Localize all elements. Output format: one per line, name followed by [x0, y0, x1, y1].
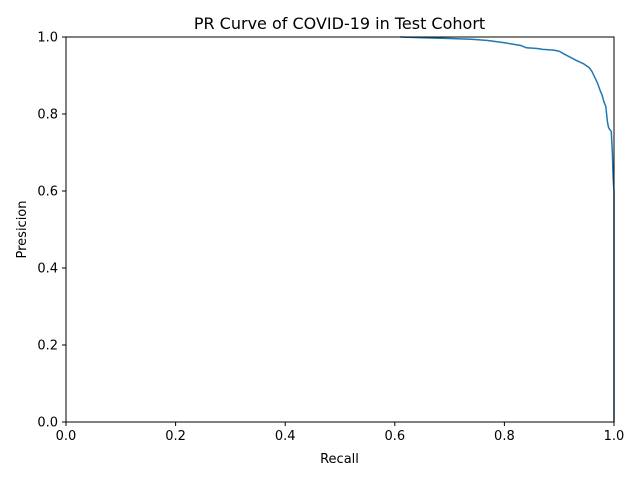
- x-tick-label: 0.4: [275, 429, 296, 444]
- x-tick-label: 1.0: [604, 429, 625, 444]
- x-axis-label: Recall: [320, 452, 359, 467]
- x-tick-label: 0.0: [56, 429, 77, 444]
- axes-frame: [65, 36, 615, 423]
- y-ticks: 0.0 0.2 0.4 0.6 0.8 1.0: [37, 31, 66, 431]
- y-axis-label: Presicion: [15, 200, 30, 258]
- y-tick-label: 0.0: [37, 416, 58, 431]
- chart-title: PR Curve of COVID-19 in Test Cohort: [194, 14, 485, 33]
- y-tick-label: 0.6: [37, 185, 58, 200]
- plot-area: [400, 36, 615, 422]
- pr-curve-line-0: [400, 36, 615, 422]
- y-tick-label: 0.4: [37, 262, 58, 277]
- y-tick-label: 0.2: [37, 339, 58, 354]
- x-tick-label: 0.2: [165, 429, 186, 444]
- y-tick-label: 1.0: [37, 31, 58, 46]
- x-ticks: 0.0 0.2 0.4 0.6 0.8 1.0: [56, 422, 625, 444]
- axes: [65, 36, 615, 423]
- x-tick-label: 0.8: [494, 429, 515, 444]
- y-tick-label: 0.8: [37, 108, 58, 123]
- x-tick-label: 0.6: [384, 429, 405, 444]
